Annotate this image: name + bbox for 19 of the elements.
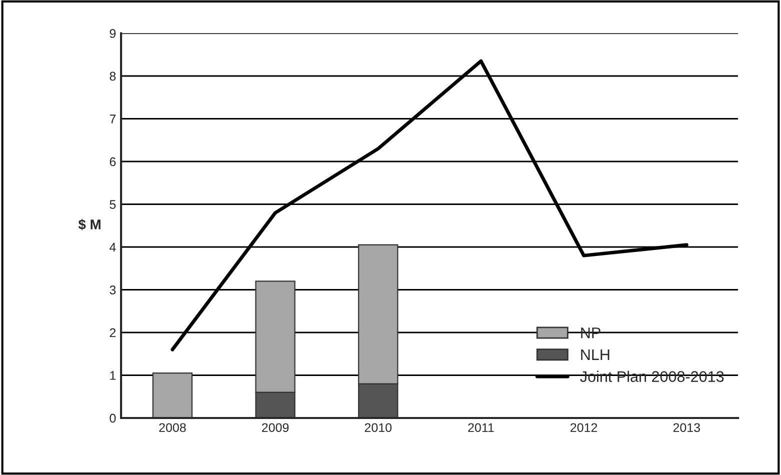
y-tick-label: 6 [110, 157, 116, 166]
y-tick-label: 3 [110, 286, 116, 294]
y-tick-label: 0 [110, 414, 116, 423]
x-tick-label: 2011 [468, 423, 494, 432]
x-tick-label: 2009 [262, 423, 289, 432]
x-tick-label: 2008 [159, 423, 186, 432]
y-tick-label: 7 [110, 114, 116, 124]
y-tick-label: 9 [110, 29, 116, 38]
bar [152, 372, 193, 418]
y-tick-label: 2 [110, 328, 116, 338]
y-tick-label: 4 [110, 242, 116, 252]
y-axis-title: $ M [78, 218, 100, 230]
y-tick-label: 8 [110, 72, 116, 81]
x-tick-label: 2010 [364, 423, 392, 432]
y-tick-label: 5 [110, 200, 116, 209]
x-tick-label: 2013 [673, 423, 700, 432]
legend-label: NLH [581, 349, 610, 360]
x-tick-label: 2012 [570, 423, 598, 432]
y-tick-label: 1 [110, 371, 116, 380]
